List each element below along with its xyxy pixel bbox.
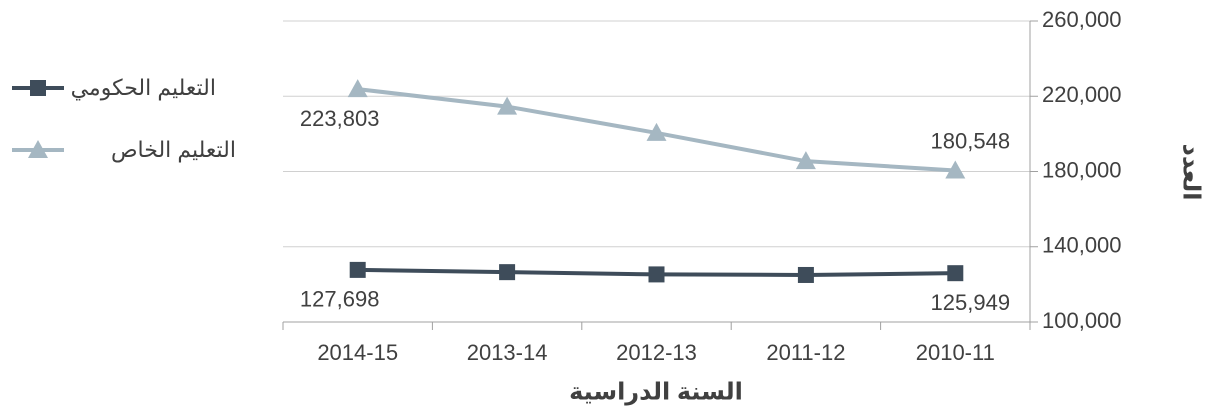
- y-tick-label: 260,000: [1042, 7, 1122, 32]
- x-tick-label: 2014-15: [317, 340, 398, 365]
- data-point: [947, 265, 964, 282]
- data-point: [349, 261, 366, 278]
- data-point: [648, 266, 665, 283]
- y-tick-label: 220,000: [1042, 82, 1122, 107]
- data-point: [497, 96, 518, 115]
- data-point: [797, 266, 814, 283]
- data-point: [646, 122, 667, 141]
- y-tick-label: 140,000: [1042, 233, 1122, 258]
- legend-marker: [30, 80, 46, 96]
- legend-marker: [28, 140, 48, 158]
- y-axis-title: العدد: [1178, 144, 1205, 201]
- y-tick-label: 180,000: [1042, 157, 1122, 182]
- legend-item: التعليم الحكومي: [10, 75, 216, 101]
- data-point: [795, 151, 816, 170]
- x-tick-label: 2011-12: [766, 340, 845, 365]
- data-point: [499, 264, 516, 281]
- data-label: 127,698: [300, 287, 380, 312]
- data-point: [945, 160, 966, 179]
- data-label: 125,949: [931, 290, 1011, 315]
- legend-label: التعليم الخاص: [110, 137, 236, 162]
- x-tick-label: 2013-14: [467, 340, 548, 365]
- legend-icon: [12, 140, 64, 158]
- y-tick-label: 100,000: [1042, 308, 1122, 333]
- legend-icon: [12, 80, 64, 96]
- data-label: 180,548: [931, 128, 1011, 153]
- legend-item: التعليم الخاص: [10, 137, 236, 163]
- x-axis-title: السنة الدراسية: [569, 378, 743, 405]
- x-tick-label: 2012-13: [616, 340, 697, 365]
- data-label: 223,803: [300, 106, 380, 131]
- data-point: [347, 79, 368, 98]
- x-tick-label: 2010-11: [916, 340, 995, 365]
- legend-label: التعليم الحكومي: [70, 75, 216, 100]
